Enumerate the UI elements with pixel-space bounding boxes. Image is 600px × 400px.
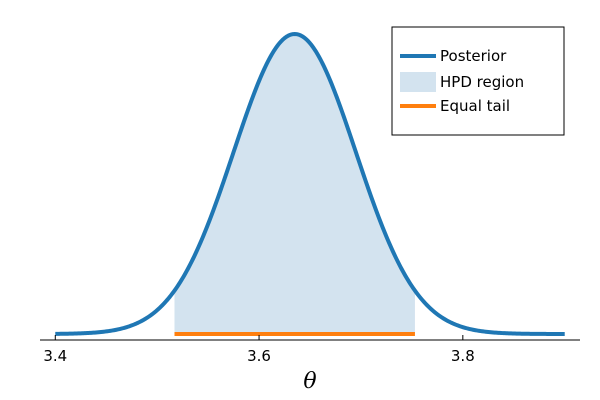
x-tick-label: 3.4	[43, 347, 67, 365]
x-ticks: 3.4 3.6 3.8	[43, 335, 475, 365]
hpd-region-fill	[174, 34, 415, 334]
legend-equal-tail-label: Equal tail	[440, 97, 510, 115]
x-tick-label: 3.6	[247, 347, 271, 365]
x-axis-label: θ	[303, 369, 316, 394]
x-tick-label: 3.8	[451, 347, 475, 365]
legend-posterior-label: Posterior	[440, 47, 507, 65]
legend-hpd-swatch	[400, 72, 436, 92]
posterior-curve	[54, 32, 566, 336]
legend: Posterior HPD region Equal tail	[391, 26, 565, 136]
legend-hpd-label: HPD region	[440, 73, 524, 91]
